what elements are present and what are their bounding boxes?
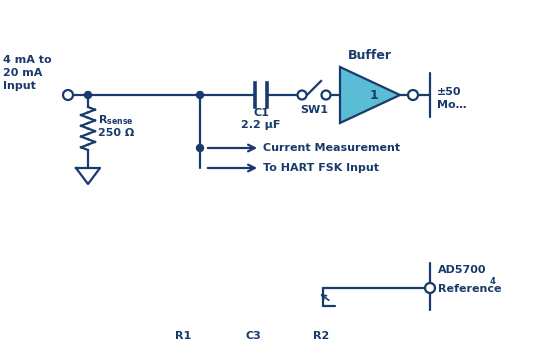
Text: Reference: Reference xyxy=(438,284,502,294)
Circle shape xyxy=(63,90,73,100)
Text: R1: R1 xyxy=(175,331,191,341)
Text: C3: C3 xyxy=(245,331,261,341)
Text: 4 mA to: 4 mA to xyxy=(3,55,52,65)
Circle shape xyxy=(297,91,306,100)
Text: 4: 4 xyxy=(490,277,496,286)
Text: 1: 1 xyxy=(370,88,379,102)
Text: $\mathbf{R_{sense}}$: $\mathbf{R_{sense}}$ xyxy=(98,113,133,127)
Text: Current Measurement: Current Measurement xyxy=(263,143,400,153)
Circle shape xyxy=(196,92,203,99)
Text: Mo…: Mo… xyxy=(437,100,466,110)
Text: 250 Ω: 250 Ω xyxy=(98,128,134,138)
Text: Buffer: Buffer xyxy=(348,49,392,61)
Circle shape xyxy=(85,92,92,99)
Text: ±50: ±50 xyxy=(437,87,461,97)
Text: To HART FSK Input: To HART FSK Input xyxy=(263,163,379,173)
Text: R2: R2 xyxy=(313,331,329,341)
Circle shape xyxy=(321,91,330,100)
Text: 20 mA: 20 mA xyxy=(3,68,42,78)
Polygon shape xyxy=(340,67,400,123)
Circle shape xyxy=(196,144,203,152)
Text: SW1: SW1 xyxy=(300,105,328,115)
Text: Input: Input xyxy=(3,81,36,91)
Circle shape xyxy=(408,90,418,100)
Text: 2.2 μF: 2.2 μF xyxy=(241,120,281,130)
Circle shape xyxy=(425,283,435,293)
Text: C1: C1 xyxy=(253,108,269,118)
Text: AD5700: AD5700 xyxy=(438,265,486,275)
